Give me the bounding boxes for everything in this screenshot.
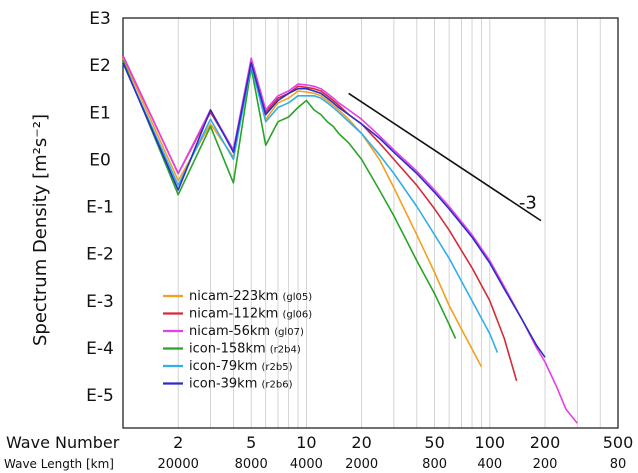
plot-frame [122, 17, 619, 429]
y-tick-label: E-3 [86, 292, 114, 312]
y-tick-label: E-2 [86, 245, 114, 265]
wavelength-tick-label: 200 [533, 457, 558, 472]
legend-entry: icon-39km (r2b6) [189, 377, 293, 392]
y-axis-label: Spectrum Density [m²s⁻²] [30, 114, 51, 346]
legend-entry: icon-79km (r2b5) [189, 359, 293, 374]
series-line-icon-39km [122, 61, 546, 358]
slope-reference-line [348, 92, 542, 222]
wavelength-tick-label: 2000 [345, 457, 378, 472]
x-tick-label: 10 [296, 433, 316, 452]
x-tick-label: 500 [603, 433, 634, 452]
x-tick-label: 100 [475, 433, 506, 452]
y-tick-label: E-5 [86, 386, 114, 406]
x-tick-label: 50 [424, 433, 444, 452]
y-tick-label: E2 [89, 56, 111, 76]
series-lines [122, 55, 578, 424]
reference-slope: -3 [348, 92, 542, 222]
legend: nicam-223km (gl05) nicam-112km (gl06) nica… [163, 289, 312, 392]
x-tick-label: 20 [351, 433, 371, 452]
y-tick-label: E0 [89, 150, 111, 170]
legend-entry: icon-158km (r2b4) [189, 342, 301, 357]
y-tick-label: E3 [89, 9, 111, 29]
wavelength-axis-title: Wave Length [km] [4, 457, 114, 471]
wavelength-tick-label: 4000 [290, 457, 323, 472]
wavelength-tick-label: 20000 [158, 457, 199, 472]
x-axis-title: Wave Number [6, 433, 120, 452]
y-tick-label: E1 [89, 103, 111, 123]
y-tick-label: E-4 [86, 339, 114, 359]
wavelength-tick-label: 400 [477, 457, 502, 472]
wavelength-tick-label: 8000 [235, 457, 268, 472]
y-tick-labels: E3 E2 E1 E0 E-1 E-2 E-3 E-4 E-5 [86, 9, 114, 406]
x-tick-labels: 2 5 10 20 50 100 200 500 [173, 433, 633, 452]
x-tick-label: 5 [246, 433, 256, 452]
series-line-icon-158km [122, 60, 457, 339]
wavelength-tick-label: 800 [422, 457, 447, 472]
legend-entry: nicam-56km (gl07) [189, 324, 304, 339]
slope-label: -3 [519, 193, 537, 214]
legend-entry: nicam-112km (gl06) [189, 307, 312, 322]
legend-entry: nicam-223km (gl05) [189, 289, 312, 304]
wavelength-tick-label: 80 [610, 457, 627, 472]
y-tick-label: E-1 [86, 198, 114, 218]
x-tick-label: 2 [173, 433, 183, 452]
x-tick-label: 200 [530, 433, 561, 452]
wavelength-tick-labels: 20000 8000 4000 2000 800 400 200 80 [158, 457, 627, 472]
